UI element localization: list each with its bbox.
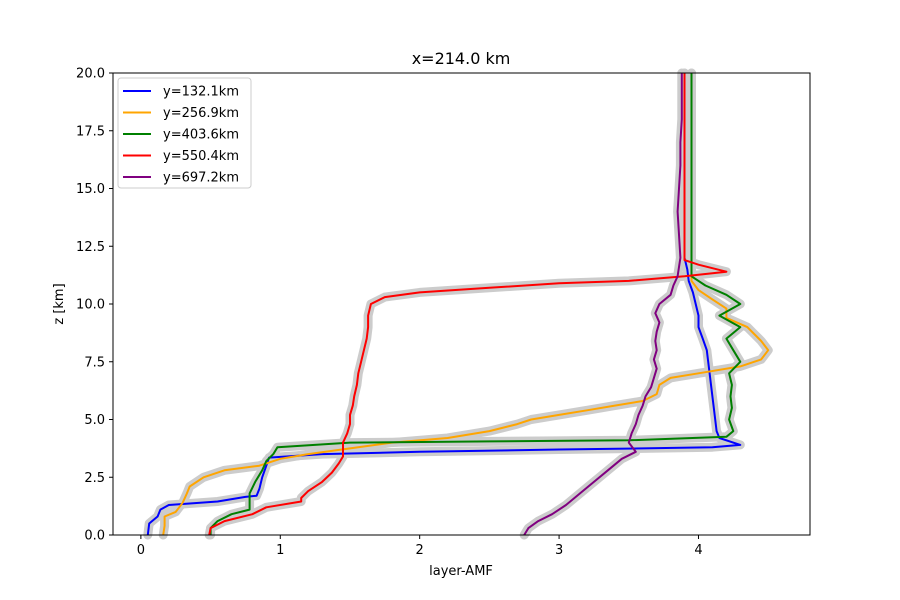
line-series-4	[208, 73, 728, 536]
line-series-2	[162, 73, 770, 536]
x-tick-label: 3	[555, 543, 563, 558]
legend-label-5: y=697.2km	[163, 171, 239, 186]
y-tick-label: 15.0	[76, 182, 105, 197]
y-tick-label: 0.0	[84, 529, 105, 544]
line-series-3	[209, 73, 742, 535]
legend-box	[117, 77, 252, 189]
x-tick-label: 1	[276, 543, 284, 558]
legend-label-4: y=550.4km	[163, 149, 239, 164]
y-tick-label: 10.0	[76, 298, 105, 313]
x-tick-label: 4	[694, 543, 702, 558]
x-axis-ticks: 0 1 2 3 4	[137, 535, 703, 558]
y-tick-label: 7.5	[84, 355, 105, 370]
x-axis-label: layer-AMF	[429, 564, 493, 579]
legend: y=132.1km y=256.9km y=403.6km y=550.4km y=69…	[117, 77, 252, 189]
plot-frame	[112, 72, 811, 536]
x-tick-label: 0	[137, 543, 145, 558]
legend-label-3: y=403.6km	[163, 128, 239, 143]
legend-label-1: y=132.1km	[163, 85, 239, 100]
y-tick-label: 20.0	[76, 67, 105, 82]
chart-title: x=214.0 km	[412, 49, 511, 68]
y-tick-label: 2.5	[84, 471, 105, 486]
line-series-5	[523, 73, 683, 536]
y-axis-label: z [km]	[52, 283, 67, 324]
series-lines	[146, 73, 770, 536]
legend-label-2: y=256.9km	[163, 106, 239, 121]
y-tick-label: 17.5	[76, 124, 105, 139]
y-tick-label: 5.0	[84, 413, 105, 428]
x-tick-label: 2	[416, 543, 424, 558]
y-tick-label: 12.5	[76, 240, 105, 255]
y-axis-ticks: 0.0 2.5 5.0 7.5 10.0 12.5 15.0 17.5 20.0	[76, 67, 113, 544]
